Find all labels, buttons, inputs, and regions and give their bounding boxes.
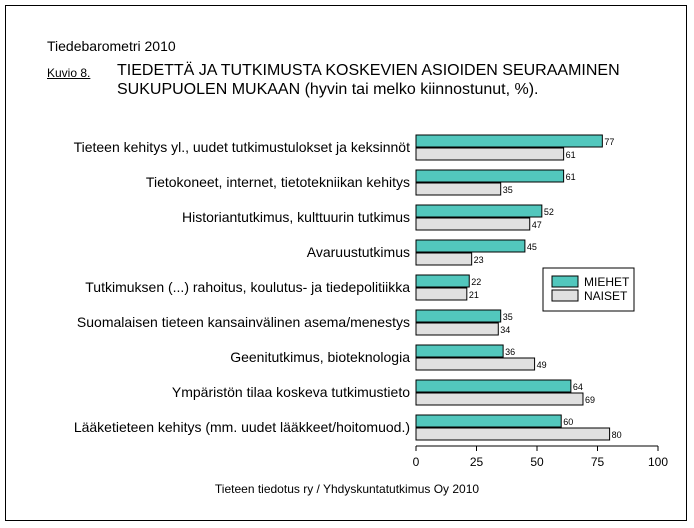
bar-miehet — [415, 239, 526, 253]
source-note: Tieteen tiedotus ry / Yhdyskuntatutkimus… — [214, 482, 480, 496]
x-tick-label: 75 — [591, 455, 605, 469]
bar-naiset — [415, 392, 584, 406]
data-label: 77 — [604, 137, 614, 147]
data-label: 47 — [532, 220, 542, 230]
category-label: Historiantutkimus, kulttuurin tutkimus — [182, 209, 410, 225]
category-label: Lääketieteen kehitys (mm. uudet lääkkeet… — [74, 419, 410, 435]
legend-swatch-miehet — [551, 275, 579, 288]
bar-miehet — [415, 169, 565, 183]
bar-miehet — [415, 344, 504, 358]
bar-miehet — [415, 414, 562, 428]
category-label: Tieteen kehitys yl., uudet tutkimustulok… — [74, 139, 411, 155]
x-tick-label: 100 — [648, 455, 668, 469]
data-label: 80 — [612, 430, 622, 440]
legend-label: MIEHET — [584, 275, 630, 289]
category-label: Tutkimuksen (...) rahoitus, koulutus- ja… — [85, 279, 410, 295]
legend-label: NAISET — [584, 289, 628, 303]
data-label: 61 — [566, 150, 576, 160]
category-label: Avaruustutkimus — [307, 244, 410, 260]
category-label: Tietokoneet, internet, tietotekniikan ke… — [146, 174, 410, 190]
data-label: 60 — [563, 417, 573, 427]
data-label: 69 — [585, 395, 595, 405]
legend-swatch-naiset — [551, 289, 579, 302]
data-label: 35 — [503, 185, 513, 195]
x-tick-label: 25 — [470, 455, 484, 469]
bar-naiset — [415, 147, 565, 161]
data-label: 35 — [503, 312, 513, 322]
category-label: Geenitutkimus, bioteknologia — [230, 349, 410, 365]
bar-miehet — [415, 309, 502, 323]
bar-naiset — [415, 322, 499, 336]
bar-naiset — [415, 287, 468, 301]
bar-naiset — [415, 357, 536, 371]
chart-title-line2: SUKUPUOLEN MUKAAN (hyvin tai melko kiinn… — [117, 81, 539, 98]
bar-miehet — [415, 204, 543, 218]
data-label: 45 — [527, 242, 537, 252]
data-label: 52 — [544, 207, 554, 217]
x-tick-label: 0 — [413, 455, 420, 469]
bar-miehet — [415, 379, 572, 393]
bar-naiset — [415, 217, 531, 231]
data-label: 21 — [469, 290, 479, 300]
x-tick-label: 50 — [530, 455, 544, 469]
bar-miehet — [415, 134, 603, 148]
bar-miehet — [415, 274, 470, 288]
data-label: 64 — [573, 382, 583, 392]
figure-frame — [5, 5, 687, 521]
data-label: 61 — [566, 172, 576, 182]
chart-title-line1: TIEDETTÄ JA TUTKIMUSTA KOSKEVIEN ASIOIDE… — [117, 62, 620, 79]
category-label: Suomalaisen tieteen kansainvälinen asema… — [77, 314, 410, 330]
bar-naiset — [415, 252, 473, 266]
bar-naiset — [415, 427, 611, 441]
data-label: 22 — [471, 277, 481, 287]
data-label: 34 — [500, 325, 510, 335]
supertitle: Tiedebarometri 2010 — [47, 38, 176, 54]
bar-naiset — [415, 182, 502, 196]
category-label: Ympäristön tilaa koskeva tutkimustieto — [172, 384, 410, 400]
data-label: 36 — [505, 347, 515, 357]
figure-label: Kuvio 8. — [47, 66, 91, 80]
data-label: 49 — [537, 360, 547, 370]
data-label: 23 — [474, 255, 484, 265]
